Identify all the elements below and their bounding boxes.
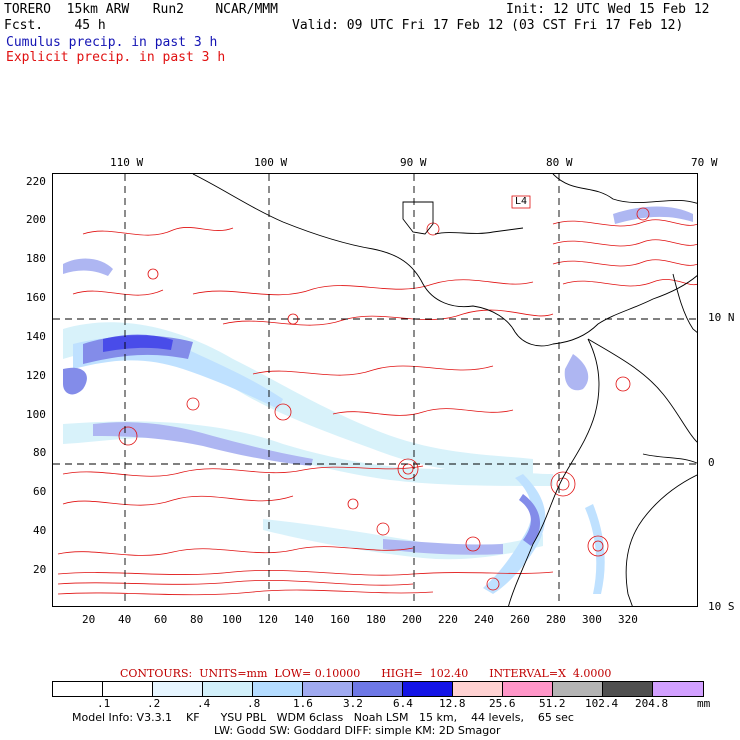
- colorbar-label: 204.8: [635, 697, 669, 710]
- colorbar-label: .2: [147, 697, 161, 710]
- bottom-axis-label: 60: [154, 613, 168, 626]
- top-axis-label: 70 W: [691, 156, 718, 169]
- bottom-axis-label: 200: [402, 613, 422, 626]
- colorbar-swatch: [403, 682, 453, 696]
- colorbar-swatch: [153, 682, 203, 696]
- bottom-axis-label: 320: [618, 613, 638, 626]
- colorbar-swatch: [603, 682, 653, 696]
- colorbar: [52, 681, 704, 697]
- model-info: Model Info: V3.3.1 KF YSU PBL WDM 6class…: [72, 711, 574, 737]
- colorbar-swatch: [253, 682, 303, 696]
- cumulus-legend: Cumulus precip. in past 3 h: [6, 35, 218, 50]
- colorbar-label: .4: [197, 697, 211, 710]
- right-axis-label: 10 N: [708, 311, 735, 324]
- colorbar-swatch: [103, 682, 153, 696]
- bottom-axis-label: 160: [330, 613, 350, 626]
- colorbar-label: 12.8: [439, 697, 466, 710]
- top-axis-label: 110 W: [110, 156, 144, 169]
- left-axis-label: 200: [26, 213, 46, 226]
- bottom-axis-label: 20: [82, 613, 96, 626]
- colorbar-label: 6.4: [393, 697, 413, 710]
- top-axis-label: 100 W: [254, 156, 288, 169]
- left-axis-label: 40: [33, 524, 47, 537]
- contour-info: CONTOURS: UNITS=mm LOW= 0.10000 HIGH= 10…: [120, 667, 612, 680]
- bottom-axis-label: 300: [582, 613, 602, 626]
- colorbar-swatch: [653, 682, 703, 696]
- explicit-legend: Explicit precip. in past 3 h: [6, 50, 226, 65]
- bottom-axis-label: 80: [190, 613, 204, 626]
- colorbar-swatch: [53, 682, 103, 696]
- map-canvas: [53, 174, 697, 606]
- colorbar-swatch: [553, 682, 603, 696]
- left-axis-label: 160: [26, 291, 46, 304]
- left-axis-label: 20: [33, 563, 47, 576]
- bottom-axis-label: 260: [510, 613, 530, 626]
- bottom-axis-label: 140: [294, 613, 314, 626]
- model-info-line2: LW: Godd SW: Goddard DIFF: simple KM: 2D…: [214, 724, 501, 737]
- left-axis-label: 140: [26, 330, 46, 343]
- colorbar-swatch: [453, 682, 503, 696]
- colorbar-swatch: [353, 682, 403, 696]
- colorbar-unit: mm: [697, 697, 711, 710]
- bottom-axis-label: 120: [258, 613, 278, 626]
- coastlines: [192, 174, 697, 606]
- bottom-axis-label: 180: [366, 613, 386, 626]
- colorbar-label: 102.4: [585, 697, 619, 710]
- colorbar-label: 25.6: [489, 697, 516, 710]
- model-title: TORERO 15km ARW Run2 NCAR/MMM: [4, 2, 278, 17]
- colorbar-label: 1.6: [293, 697, 313, 710]
- colorbar-swatch: [203, 682, 253, 696]
- colorbar-label: 51.2: [539, 697, 566, 710]
- cumulus-precip-field: [63, 206, 693, 594]
- colorbar-swatch: [503, 682, 553, 696]
- top-axis-label: 80 W: [546, 156, 573, 169]
- right-axis-label: 0: [708, 456, 715, 469]
- forecast-hour: Fcst. 45 h: [4, 18, 106, 33]
- left-axis-label: 80: [33, 446, 47, 459]
- explicit-precip-contours: [57, 207, 697, 596]
- left-axis-label: 120: [26, 369, 46, 382]
- colorbar-label: .1: [97, 697, 111, 710]
- init-time: Init: 12 UTC Wed 15 Feb 12: [506, 2, 710, 17]
- precip-map: L4: [52, 173, 698, 607]
- right-axis-label: 10 S: [708, 600, 735, 613]
- valid-time: Valid: 09 UTC Fri 17 Feb 12 (03 CST Fri …: [292, 18, 684, 33]
- colorbar-label: .8: [247, 697, 261, 710]
- top-axis-label: 90 W: [400, 156, 427, 169]
- left-axis-label: 60: [33, 485, 47, 498]
- bottom-axis-label: 280: [546, 613, 566, 626]
- lat-lon-grid: [53, 174, 697, 606]
- left-axis-label: 180: [26, 252, 46, 265]
- colorbar-swatch: [303, 682, 353, 696]
- bottom-axis-label: 220: [438, 613, 458, 626]
- colorbar-label: 3.2: [343, 697, 363, 710]
- model-info-line1: Model Info: V3.3.1 KF YSU PBL WDM 6class…: [72, 711, 574, 724]
- bottom-axis-label: 40: [118, 613, 132, 626]
- left-axis-label: 100: [26, 408, 46, 421]
- bottom-axis-label: 240: [474, 613, 494, 626]
- map-label-box: L4: [515, 196, 528, 207]
- left-axis-label: 220: [26, 175, 46, 188]
- bottom-axis-label: 100: [222, 613, 242, 626]
